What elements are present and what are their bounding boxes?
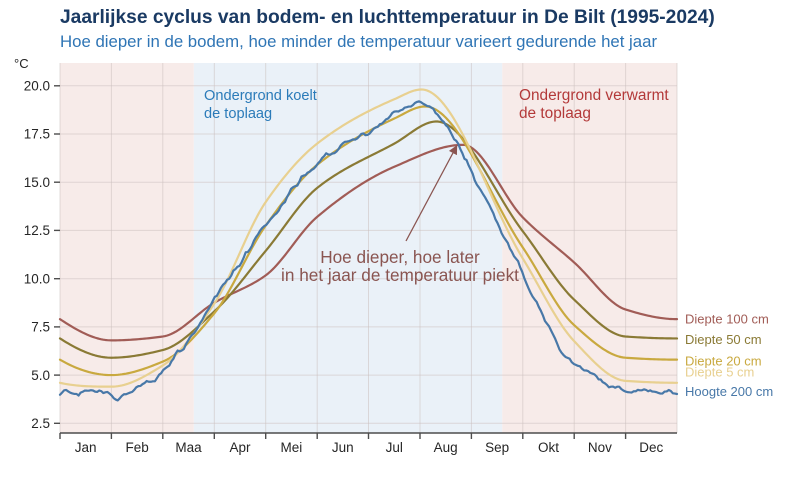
svg-text:Maa: Maa — [175, 440, 202, 455]
svg-text:Diepte 50 cm: Diepte 50 cm — [685, 332, 762, 347]
svg-text:Mei: Mei — [281, 440, 303, 455]
svg-text:Jan: Jan — [75, 440, 97, 455]
svg-text:Dec: Dec — [639, 440, 663, 455]
svg-text:Hoe dieper, hoe later: Hoe dieper, hoe later — [320, 247, 480, 267]
svg-text:Ondergrond koelt: Ondergrond koelt — [204, 88, 317, 104]
svg-text:de toplaag: de toplaag — [204, 106, 272, 122]
svg-text:in het jaar de temperatuur pie: in het jaar de temperatuur piekt — [281, 265, 519, 285]
svg-text:Sep: Sep — [485, 440, 509, 455]
svg-text:Jul: Jul — [386, 440, 403, 455]
svg-text:2.5: 2.5 — [31, 416, 50, 431]
svg-text:15.0: 15.0 — [24, 175, 50, 190]
svg-text:Jun: Jun — [332, 440, 354, 455]
svg-text:7.5: 7.5 — [31, 320, 50, 335]
svg-text:Diepte 100 cm: Diepte 100 cm — [685, 311, 769, 326]
svg-text:20.0: 20.0 — [24, 79, 50, 94]
svg-text:Feb: Feb — [125, 440, 148, 455]
svg-text:Hoogte 200 cm: Hoogte 200 cm — [685, 384, 773, 399]
svg-text:17.5: 17.5 — [24, 127, 50, 142]
svg-text:Okt: Okt — [538, 440, 559, 455]
svg-text:Diepte 5 cm: Diepte 5 cm — [685, 365, 754, 380]
svg-text:Ondergrond verwarmt: Ondergrond verwarmt — [519, 87, 669, 104]
svg-text:12.5: 12.5 — [24, 223, 50, 238]
svg-text:5.0: 5.0 — [31, 368, 50, 383]
svg-text:Aug: Aug — [434, 440, 458, 455]
svg-text:de toplaag: de toplaag — [519, 105, 591, 122]
svg-text:Apr: Apr — [229, 440, 251, 455]
svg-text:10.0: 10.0 — [24, 271, 50, 286]
svg-text:Nov: Nov — [588, 440, 612, 455]
